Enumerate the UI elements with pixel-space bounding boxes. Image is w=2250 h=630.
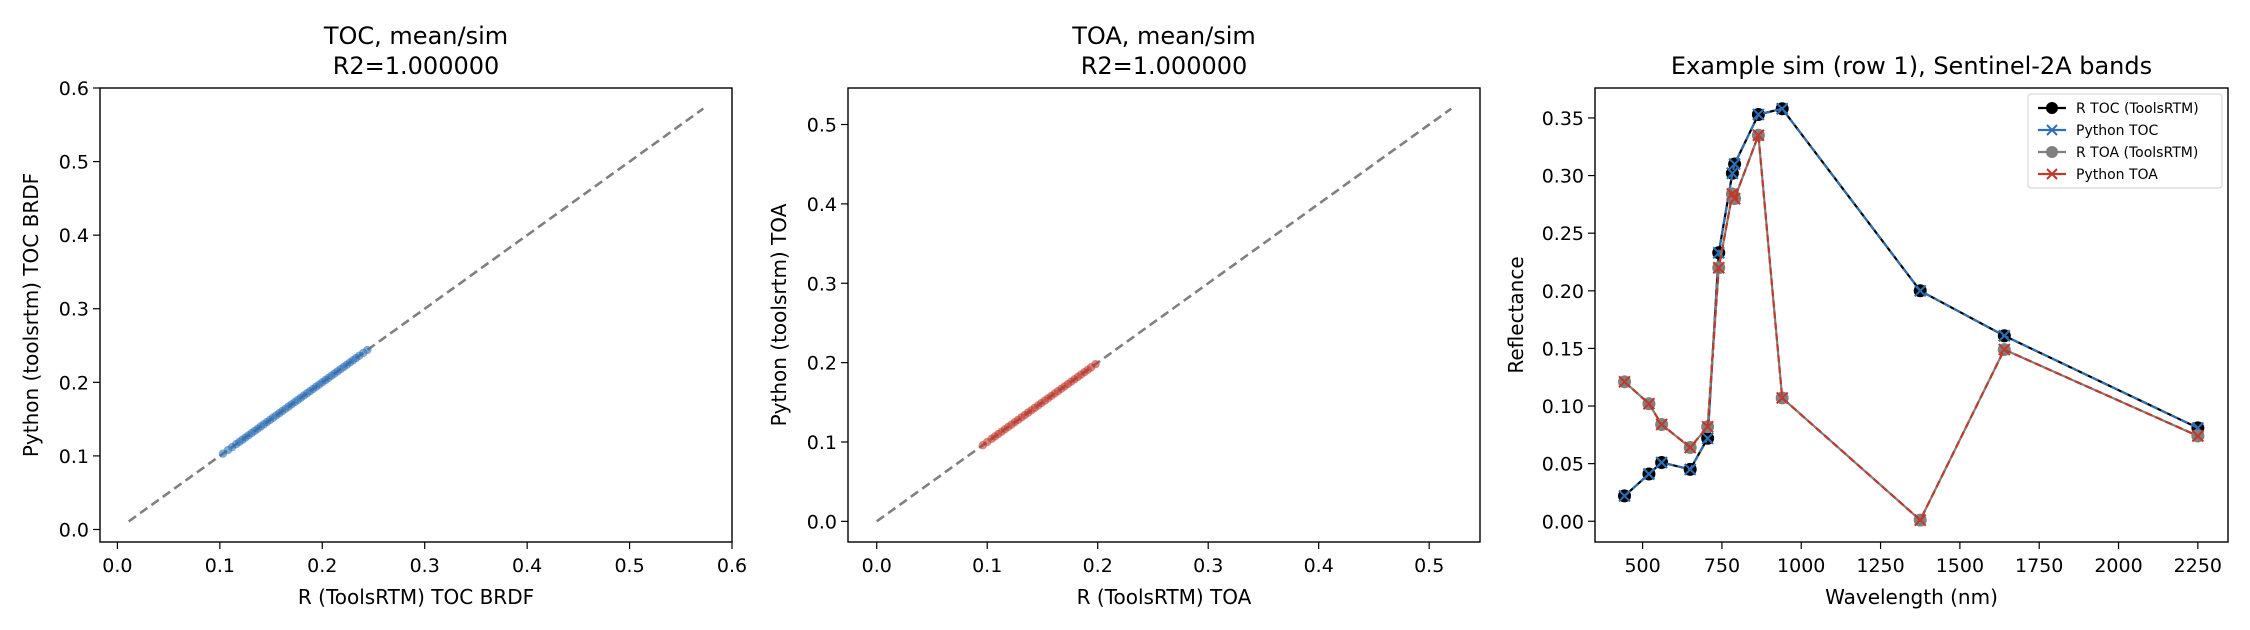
- series-point: [1752, 129, 1765, 142]
- x-tick-label: 2250: [2174, 555, 2222, 577]
- series-point: [1618, 375, 1631, 389]
- series-point: [1701, 420, 1714, 433]
- chart-panel-3: Example sim (row 1), Sentinel-2A bands 50…: [1504, 52, 2229, 609]
- series-point: [1655, 456, 1668, 469]
- series-point: [1752, 108, 1765, 121]
- y-tick-label: 0.20: [1542, 281, 1584, 303]
- x-tick-label: 0.3: [1193, 555, 1223, 577]
- x-tick-label: 750: [1704, 555, 1740, 577]
- y-tick-label: 0.4: [807, 194, 837, 216]
- y-tick-label: 0.5: [807, 115, 837, 137]
- y-tick-label: 0.05: [1542, 454, 1584, 476]
- legend-swatch-marker: [2046, 102, 2058, 114]
- x-tick-label: 0.3: [410, 555, 440, 577]
- x-tick-label: 2000: [2094, 555, 2142, 577]
- y-tick-label: 0.25: [1542, 223, 1584, 245]
- x-axis-label: R (ToolsRTM) TOC BRDF: [298, 585, 534, 609]
- y-tick-label: 0.10: [1542, 396, 1584, 418]
- scatter-point: [1091, 360, 1100, 369]
- series-point: [1998, 329, 2011, 342]
- legend-swatch-marker: [2046, 124, 2058, 136]
- y-tick-label: 0.15: [1542, 338, 1584, 360]
- y-axis-label: Reflectance: [1504, 256, 1528, 373]
- identity-line: [127, 107, 705, 523]
- series-point: [2191, 429, 2205, 443]
- series-point: [1728, 157, 1741, 171]
- x-axis-label: Wavelength (nm): [1825, 585, 1998, 609]
- plot-frame: [847, 87, 1481, 543]
- chart-subtitle: R2=1.000000: [333, 52, 500, 80]
- series-point: [1726, 167, 1739, 180]
- legend-swatch-marker: [2046, 146, 2058, 158]
- y-tick-label: 0.2: [807, 353, 837, 375]
- x-tick-label: 1750: [2015, 555, 2063, 577]
- y-tick-label: 0.4: [59, 225, 89, 247]
- y-tick-label: 0.0: [59, 519, 89, 541]
- series-point: [1642, 397, 1656, 410]
- x-tick-label: 1500: [1936, 555, 1984, 577]
- plot-frame: [1594, 87, 2229, 543]
- legend-swatch-marker: [2046, 168, 2058, 180]
- y-tick-label: 0.6: [59, 78, 89, 100]
- x-tick-label: 0.6: [717, 555, 747, 577]
- y-tick-label: 0.5: [59, 152, 89, 174]
- series-point: [1728, 192, 1741, 205]
- chart-title: Example sim (row 1), Sentinel-2A bands: [1671, 52, 2152, 80]
- series-point: [1914, 513, 1927, 527]
- legend-box: [2027, 93, 2223, 189]
- x-axis-label: R (ToolsRTM) TOA: [1077, 585, 1252, 609]
- y-axis-label: Python (toolsrtm) TOA: [767, 203, 791, 426]
- y-tick-label: 0.3: [807, 273, 837, 295]
- chart-title: TOA, mean/sim: [1071, 22, 1256, 50]
- y-axis-label: Python (toolsrtm) TOC BRDF: [19, 173, 43, 457]
- series-point: [1775, 102, 1789, 115]
- x-tick-label: 1000: [1777, 555, 1825, 577]
- series-line: [1623, 134, 2199, 522]
- y-tick-label: 0.35: [1542, 108, 1584, 130]
- y-tick-label: 0.0: [807, 511, 837, 533]
- x-tick-label: 0.5: [614, 555, 644, 577]
- x-tick-label: 0.0: [862, 555, 892, 577]
- y-tick-label: 0.1: [59, 446, 89, 468]
- series-point: [1618, 489, 1631, 503]
- y-tick-label: 0.1: [807, 432, 837, 454]
- y-tick-label: 0.3: [59, 299, 89, 321]
- x-tick-label: 500: [1624, 555, 1660, 577]
- series-point: [1701, 432, 1714, 445]
- x-tick-label: 0.0: [102, 555, 132, 577]
- y-tick-label: 0.30: [1542, 166, 1584, 188]
- y-tick-label: 0.2: [59, 372, 89, 394]
- x-tick-label: 0.4: [1304, 555, 1334, 577]
- legend-entry: Python TOA: [2076, 167, 2158, 183]
- series-point: [1642, 467, 1656, 481]
- series-point: [1775, 391, 1789, 405]
- legend-entry: R TOA (ToolsRTM): [2076, 145, 2198, 161]
- scatter-point: [363, 345, 372, 355]
- x-tick-label: 0.1: [205, 555, 235, 577]
- legend-entry: R TOC (ToolsRTM): [2076, 101, 2199, 117]
- series-point: [1712, 261, 1725, 274]
- legend-entry: Python TOC: [2076, 123, 2159, 139]
- plot-frame: [99, 87, 733, 543]
- identity-line: [875, 107, 1453, 523]
- x-tick-label: 0.1: [972, 555, 1002, 577]
- y-tick-label: 0.00: [1542, 511, 1584, 533]
- x-tick-label: 0.2: [1083, 555, 1113, 577]
- x-tick-label: 0.2: [307, 555, 337, 577]
- series-point: [1914, 284, 1927, 298]
- series-point: [1655, 418, 1668, 431]
- x-tick-label: 1250: [1856, 555, 1904, 577]
- series-point: [1683, 441, 1697, 454]
- series-line: [1623, 134, 2199, 522]
- chart-subtitle: R2=1.000000: [1081, 52, 1248, 80]
- series-point: [1683, 463, 1697, 476]
- chart-title: TOC, mean/sim: [323, 22, 508, 50]
- series-point: [1998, 343, 2011, 356]
- x-tick-label: 0.4: [512, 555, 542, 577]
- x-tick-label: 0.5: [1414, 555, 1444, 577]
